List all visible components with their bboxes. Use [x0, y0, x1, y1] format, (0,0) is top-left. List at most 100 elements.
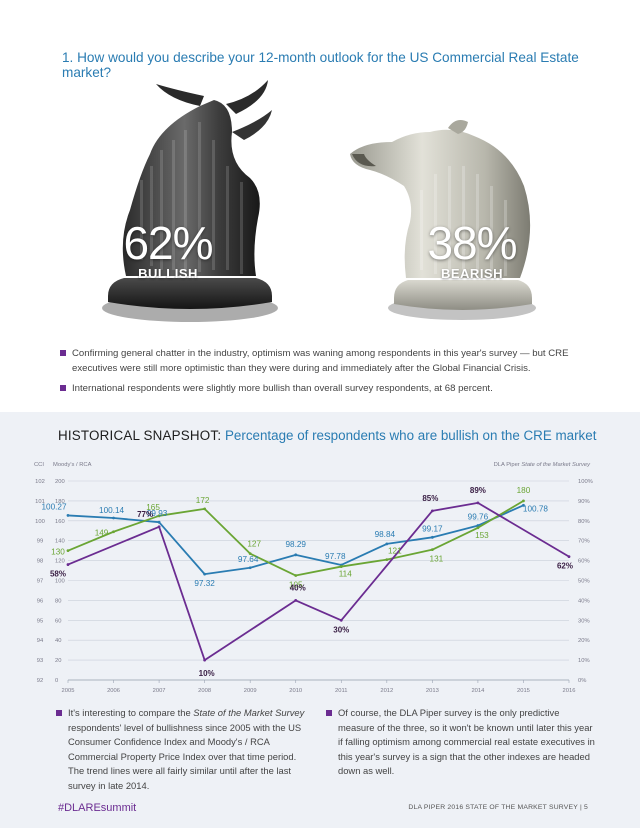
bullish-label: BULLISH: [138, 266, 198, 281]
dla-data-point: [339, 618, 343, 622]
cci-data-label: 99.93: [147, 509, 168, 518]
rca-data-label: 130: [51, 548, 65, 557]
cci-data-point: [112, 516, 115, 520]
x-tick-label: 2005: [62, 688, 75, 694]
cci-tick-label: 98: [37, 559, 43, 565]
cci-data-label: 99.76: [468, 513, 489, 522]
cci-data-point: [430, 535, 434, 539]
cci-data-point: [157, 520, 161, 524]
footer-hashtag[interactable]: #DLAREsummit: [58, 802, 137, 814]
bearish-stat: 38% BEARISH: [412, 220, 532, 281]
rca-data-point: [157, 514, 161, 518]
rca-tick-label: 60: [55, 618, 61, 624]
bull-bear-illustration: 62% BULLISH 38% BEARISH: [0, 70, 640, 332]
rca-data-point: [339, 565, 343, 568]
cci-tick-label: 99: [37, 539, 43, 545]
dla-data-label: 77%: [137, 510, 153, 519]
left-paragraph: It's interesting to compare the State of…: [56, 706, 314, 794]
rca-data-label: 131: [430, 555, 444, 564]
snapshot-title-rest: Percentage of respondents who are bullis…: [224, 428, 597, 443]
cci-data-point: [203, 572, 207, 576]
dla-tick-label: 50%: [578, 579, 590, 585]
cci-tick-label: 94: [37, 638, 44, 644]
rca-data-point: [294, 574, 298, 577]
rca-tick-label: 80: [55, 598, 61, 604]
cci-tick-label: 93: [37, 658, 43, 664]
rca-data-label: 127: [247, 540, 261, 549]
cci-data-point: [248, 566, 252, 570]
rca-data-label: 153: [475, 531, 489, 540]
bearish-percent: 38%: [427, 217, 517, 269]
dla-tick-label: 90%: [578, 499, 590, 505]
dla-tick-label: 80%: [578, 519, 590, 525]
cci-data-point: [522, 503, 525, 507]
dla-axis-title: DLA Piper State of the Market Survey: [494, 462, 590, 468]
rca-axis-title: Moody's / RCA: [53, 462, 92, 468]
rca-data-label: 172: [196, 496, 210, 505]
chess-pieces-image: [102, 80, 536, 322]
rca-data-point: [522, 499, 525, 503]
x-tick-label: 2014: [471, 688, 485, 694]
x-tick-label: 2010: [289, 688, 302, 694]
snapshot-title: HISTORICAL SNAPSHOT: Percentage of respo…: [58, 428, 596, 443]
dla-data-point: [294, 599, 298, 602]
cci-tick-label: 92: [37, 678, 43, 684]
dla-data-label: 62%: [557, 562, 573, 571]
left-text-italic: State of the Market Survey: [193, 707, 305, 718]
cci-tick-label: 100: [35, 519, 45, 525]
finding-item: Confirming general chatter in the indust…: [60, 346, 600, 376]
rca-tick-label: 120: [55, 559, 65, 565]
dla-data-label: 40%: [290, 583, 306, 592]
rca-data-label: 105: [289, 581, 303, 590]
rca-tick-label: 140: [55, 539, 65, 545]
bullish-percent: 62%: [123, 217, 213, 269]
x-tick-label: 2009: [244, 688, 257, 694]
left-text-b: respondents' level of bullishness since …: [68, 721, 302, 791]
left-text-a: It's interesting to compare the: [68, 707, 194, 718]
cci-data-label: 97.78: [325, 552, 346, 561]
cci-axis-title: CCI: [34, 462, 44, 468]
left-column: It's interesting to compare the State of…: [56, 706, 314, 794]
x-tick-label: 2015: [517, 688, 530, 694]
rca-data-label: 149: [95, 529, 109, 538]
dla-data-label: 10%: [199, 669, 215, 678]
bearish-label: BEARISH: [440, 266, 503, 281]
dla-data-point: [430, 509, 434, 513]
x-tick-label: 2007: [153, 688, 166, 694]
cci-data-point: [476, 524, 480, 527]
dla-axis-title-prefix: DLA Piper: [493, 462, 520, 468]
rca-data-point: [430, 548, 434, 552]
rca-data-label: 165: [146, 503, 160, 512]
cci-data-label: 99.17: [422, 524, 443, 533]
dla-tick-label: 0%: [578, 678, 586, 684]
rca-tick-label: 200: [55, 479, 65, 485]
dla-data-point: [66, 563, 70, 566]
dla-tick-label: 30%: [578, 618, 590, 624]
dla-axis-title-italic: State of the Market Survey: [521, 462, 590, 468]
cci-data-point: [66, 514, 70, 517]
dla-tick-label: 10%: [578, 658, 590, 664]
dla-tick-label: 40%: [578, 598, 590, 604]
cci-tick-label: 101: [35, 499, 45, 505]
dla-data-label: 85%: [422, 494, 438, 503]
cci-tick-label: 102: [35, 479, 45, 485]
x-tick-label: 2008: [198, 688, 211, 694]
dla-tick-label: 70%: [578, 539, 590, 545]
cci-data-label: 98.84: [375, 530, 396, 539]
dla-data-point: [567, 555, 571, 559]
cci-data-label: 100.78: [523, 504, 548, 513]
rca-tick-label: 180: [55, 499, 65, 505]
dla-data-label: 89%: [470, 486, 486, 495]
rca-data-point: [248, 552, 252, 556]
x-tick-label: 2012: [380, 688, 393, 694]
dla-data-point: [157, 525, 161, 529]
dla-tick-label: 60%: [578, 559, 590, 565]
bullish-stat: 62% BULLISH: [108, 220, 228, 281]
cci-data-label: 98.29: [285, 540, 306, 549]
snapshot-title-lead: HISTORICAL SNAPSHOT:: [58, 428, 222, 443]
x-tick-label: 2011: [335, 688, 347, 694]
rca-data-point: [476, 526, 480, 530]
rca-tick-label: 160: [55, 519, 65, 525]
rca-data-point: [112, 530, 115, 534]
x-tick-label: 2016: [563, 688, 576, 694]
